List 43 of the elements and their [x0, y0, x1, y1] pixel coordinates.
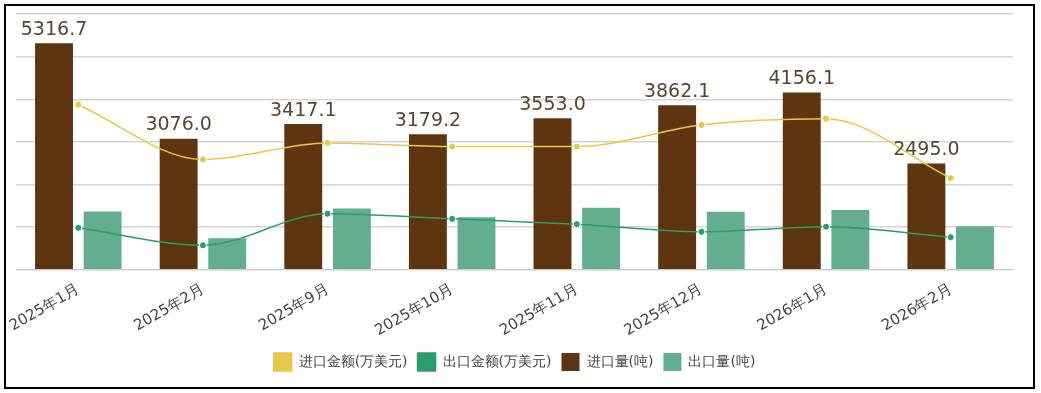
bar: [35, 43, 73, 270]
data-label: 3862.1: [643, 78, 711, 101]
point: [198, 155, 207, 164]
legend-label: 进口金额(万美元): [298, 352, 408, 369]
point: [946, 174, 955, 183]
point: [74, 223, 83, 232]
bar: [83, 211, 122, 270]
point: [822, 114, 831, 123]
data-label: 3417.1: [270, 97, 337, 120]
bar: [706, 211, 745, 270]
data-label: 3076.0: [145, 112, 212, 135]
bar: [284, 124, 323, 270]
data-label: 5316.7: [20, 16, 88, 39]
bar: [332, 208, 371, 270]
data-label: 4156.1: [768, 66, 835, 89]
bar: [658, 105, 697, 270]
point: [448, 214, 457, 223]
bar: [831, 210, 870, 270]
legend-label: 出口金额(万美元): [442, 352, 552, 369]
bar: [408, 134, 447, 270]
point: [697, 121, 706, 130]
point: [74, 100, 83, 109]
bar: [457, 217, 496, 270]
point: [323, 138, 332, 147]
point: [448, 142, 457, 151]
legend-label: 进口量(吨): [586, 352, 654, 369]
point: [697, 227, 706, 236]
point: [572, 220, 581, 229]
bar: [208, 238, 247, 270]
data-label: 3179.2: [394, 107, 462, 130]
point: [572, 142, 581, 151]
bar: [533, 118, 572, 270]
bar: [782, 92, 821, 270]
point: [323, 209, 332, 218]
point: [822, 222, 831, 231]
data-label: 3553.0: [519, 91, 586, 114]
point: [946, 233, 955, 242]
bar: [582, 207, 621, 270]
bar: [907, 163, 946, 270]
point: [198, 241, 207, 250]
bar: [159, 138, 198, 270]
bar: [956, 226, 994, 270]
legend-label: 出口量(吨): [688, 352, 756, 369]
